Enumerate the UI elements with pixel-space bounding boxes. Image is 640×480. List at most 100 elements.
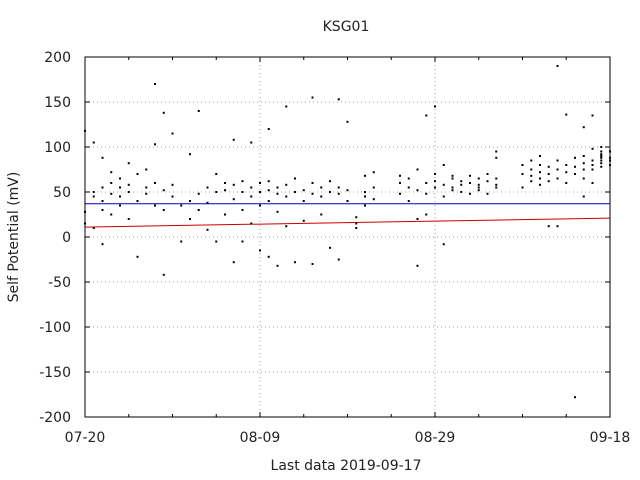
y-tick-label: 150: [44, 95, 71, 111]
data-point: [451, 174, 454, 177]
data-point: [206, 228, 209, 231]
data-point: [267, 128, 270, 130]
data-point: [92, 141, 95, 144]
data-point: [530, 180, 533, 183]
grid: [85, 57, 610, 417]
plot-frame: [84, 56, 611, 418]
data-point: [556, 65, 559, 67]
data-point: [495, 186, 498, 189]
data-point: [197, 110, 200, 112]
data-point: [364, 191, 366, 193]
data-point: [101, 200, 104, 202]
data-point: [591, 182, 594, 184]
data-point: [469, 174, 471, 177]
data-point: [486, 192, 489, 195]
data-point: [127, 191, 130, 193]
data-point: [591, 168, 594, 171]
y-axis-label: Self Potential (mV): [6, 172, 22, 303]
data-point: [372, 171, 375, 174]
data-point: [267, 200, 270, 202]
data-point: [521, 186, 524, 189]
data-point: [294, 177, 296, 180]
data-point: [329, 246, 331, 249]
data-point: [407, 177, 410, 180]
data-point: [556, 168, 559, 171]
x-tick-label: 09-18: [590, 430, 631, 446]
data-point: [285, 183, 288, 186]
data-point: [224, 182, 226, 184]
data-point: [434, 180, 436, 183]
data-point: [565, 171, 568, 174]
data-point: [521, 164, 524, 166]
data-point: [110, 182, 113, 184]
data-point: [372, 198, 375, 201]
data-point: [556, 225, 559, 228]
data-point: [442, 164, 445, 166]
data-point: [530, 168, 533, 171]
data-point: [311, 182, 314, 184]
data-point: [591, 164, 594, 166]
data-point: [119, 186, 121, 189]
data-point: [355, 227, 358, 229]
data-point: [539, 164, 541, 166]
data-point: [154, 143, 156, 146]
data-point: [241, 240, 244, 243]
data-point: [547, 180, 550, 183]
data-point: [101, 209, 104, 211]
data-point: [206, 201, 209, 204]
data-point: [486, 173, 489, 175]
data-point: [197, 192, 200, 195]
y-tick-label: -200: [39, 410, 71, 426]
data-point: [92, 191, 95, 193]
data-point: [582, 195, 585, 198]
data-point: [267, 255, 270, 258]
data-point: [250, 186, 253, 189]
data-point: [241, 191, 244, 193]
data-point: [92, 227, 95, 229]
data-point: [329, 180, 331, 183]
data-point: [469, 182, 471, 184]
data-point: [294, 261, 296, 264]
reference-lines: [84, 203, 611, 228]
data-point: [302, 200, 305, 202]
y-tick-label: -100: [39, 320, 71, 336]
data-point: [451, 189, 454, 192]
data-point: [215, 240, 218, 243]
data-point: [92, 195, 95, 198]
data-point: [469, 192, 471, 195]
data-point: [119, 204, 121, 207]
data-point: [346, 189, 349, 192]
data-point: [416, 264, 419, 267]
data-point: [434, 186, 436, 189]
data-point: [294, 191, 296, 193]
data-point: [241, 180, 244, 183]
data-point: [547, 225, 550, 228]
data-point: [136, 255, 139, 258]
data-point: [407, 200, 410, 202]
data-point: [495, 156, 498, 159]
data-point: [224, 213, 226, 216]
data-point: [434, 105, 436, 108]
data-point: [425, 114, 428, 117]
data-point: [574, 156, 576, 159]
data-point: [232, 261, 235, 264]
data-point: [337, 192, 340, 195]
y-tick-label: 100: [44, 140, 71, 156]
data-point: [337, 186, 340, 189]
data-point: [119, 177, 121, 180]
data-point: [582, 126, 585, 129]
data-point: [232, 138, 235, 141]
data-point: [127, 162, 130, 165]
data-point: [180, 204, 183, 207]
data-point: [267, 189, 270, 192]
data-point: [495, 177, 498, 180]
data-point: [162, 273, 165, 276]
data-point: [276, 210, 279, 213]
data-point: [565, 164, 568, 166]
data-point: [320, 195, 323, 198]
data-point: [110, 192, 113, 195]
data-point: [259, 249, 261, 252]
data-point: [259, 182, 261, 184]
data-point: [302, 189, 305, 192]
